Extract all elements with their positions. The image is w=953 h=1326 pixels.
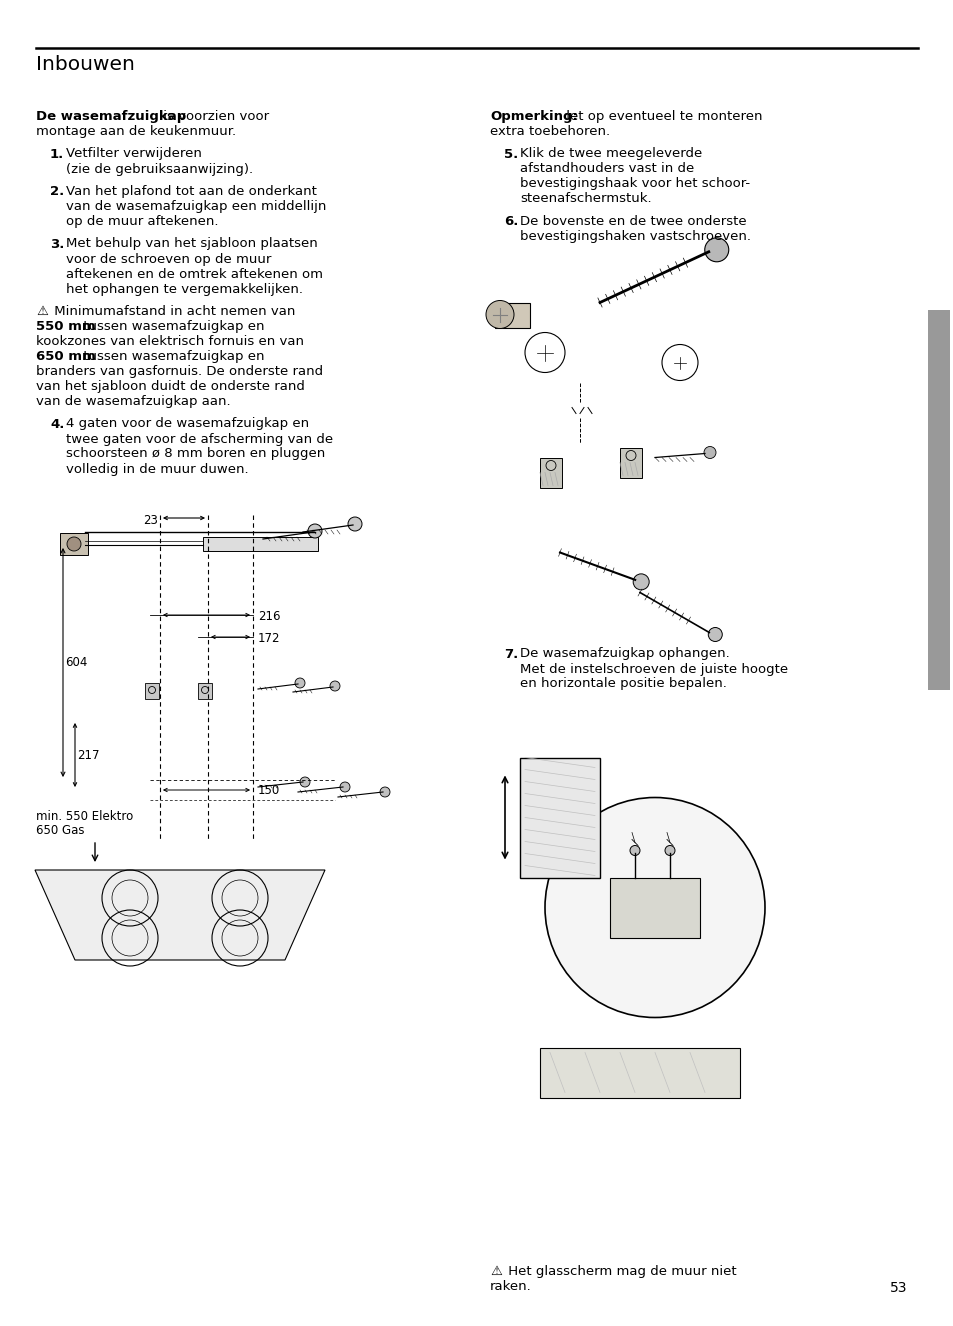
- Text: 4 gaten voor de wasemafzuigkap en: 4 gaten voor de wasemafzuigkap en: [66, 418, 309, 431]
- Circle shape: [524, 333, 564, 373]
- Text: aftekenen en de omtrek aftekenen om: aftekenen en de omtrek aftekenen om: [66, 268, 323, 281]
- Text: ⚠: ⚠: [36, 305, 48, 318]
- Text: bevestigingshaak voor het schoor-: bevestigingshaak voor het schoor-: [519, 178, 749, 191]
- Text: branders van gasfornuis. De onderste rand: branders van gasfornuis. De onderste ran…: [36, 365, 323, 378]
- Bar: [60, 533, 88, 556]
- Text: 172: 172: [257, 633, 280, 644]
- Text: (zie de gebruiksaanwijzing).: (zie de gebruiksaanwijzing).: [66, 163, 253, 175]
- Bar: [495, 302, 530, 328]
- Text: afstandhouders vast in de: afstandhouders vast in de: [519, 163, 694, 175]
- Text: De bovenste en de twee onderste: De bovenste en de twee onderste: [519, 215, 746, 228]
- Text: en horizontale positie bepalen.: en horizontale positie bepalen.: [519, 678, 726, 691]
- Circle shape: [67, 537, 81, 552]
- Polygon shape: [35, 870, 325, 960]
- Text: raken.: raken.: [490, 1280, 531, 1293]
- Text: Vetfilter verwijderen: Vetfilter verwijderen: [66, 147, 202, 160]
- Bar: [145, 683, 159, 699]
- Text: is voorzien voor: is voorzien voor: [159, 110, 269, 123]
- Circle shape: [379, 788, 390, 797]
- Circle shape: [707, 627, 721, 642]
- Text: twee gaten voor de afscherming van de: twee gaten voor de afscherming van de: [66, 432, 333, 446]
- Text: 604: 604: [65, 656, 88, 670]
- Text: Opmerking:: Opmerking:: [490, 110, 578, 123]
- Text: van de wasemafzuigkap aan.: van de wasemafzuigkap aan.: [36, 395, 231, 408]
- Text: 150: 150: [257, 784, 280, 797]
- Text: tussen wasemafzuigkap en: tussen wasemafzuigkap en: [79, 320, 264, 333]
- Text: Met behulp van het sjabloon plaatsen: Met behulp van het sjabloon plaatsen: [66, 237, 317, 251]
- Text: op de muur aftekenen.: op de muur aftekenen.: [66, 215, 218, 228]
- Text: De wasemafzuigkap ophangen.: De wasemafzuigkap ophangen.: [519, 647, 729, 660]
- Text: voor de schroeven op de muur: voor de schroeven op de muur: [66, 252, 271, 265]
- Circle shape: [330, 682, 339, 691]
- Text: kookzones van elektrisch fornuis en van: kookzones van elektrisch fornuis en van: [36, 335, 304, 347]
- Text: De wasemafzuigkap: De wasemafzuigkap: [36, 110, 186, 123]
- Bar: [539, 457, 561, 488]
- Text: van het sjabloon duidt de onderste rand: van het sjabloon duidt de onderste rand: [36, 381, 305, 392]
- Circle shape: [308, 524, 322, 538]
- Bar: [203, 537, 317, 552]
- Text: steenafschermstuk.: steenafschermstuk.: [519, 192, 651, 206]
- Circle shape: [544, 797, 764, 1017]
- Text: 4.: 4.: [50, 418, 64, 431]
- Text: schoorsteen ø 8 mm boren en pluggen: schoorsteen ø 8 mm boren en pluggen: [66, 447, 325, 460]
- Text: 2.: 2.: [50, 186, 64, 198]
- Text: Klik de twee meegeleverde: Klik de twee meegeleverde: [519, 147, 701, 160]
- Text: 217: 217: [77, 749, 99, 762]
- Text: montage aan de keukenmuur.: montage aan de keukenmuur.: [36, 125, 236, 138]
- Text: 5.: 5.: [503, 147, 517, 160]
- Bar: [609, 878, 700, 937]
- Text: min. 550 Elektro: min. 550 Elektro: [36, 810, 133, 823]
- Circle shape: [299, 777, 310, 788]
- Circle shape: [633, 574, 648, 590]
- Circle shape: [629, 846, 639, 855]
- Bar: [198, 683, 212, 699]
- Text: Minimumafstand in acht nemen van: Minimumafstand in acht nemen van: [50, 305, 295, 318]
- Circle shape: [294, 678, 305, 688]
- Text: 650 Gas: 650 Gas: [36, 823, 85, 837]
- Text: tussen wasemafzuigkap en: tussen wasemafzuigkap en: [79, 350, 264, 363]
- Text: volledig in de muur duwen.: volledig in de muur duwen.: [66, 463, 249, 476]
- Text: het ophangen te vergemakkelijken.: het ophangen te vergemakkelijken.: [66, 282, 303, 296]
- Text: Met de instelschroeven de juiste hoogte: Met de instelschroeven de juiste hoogte: [519, 663, 787, 675]
- Text: Het glasscherm mag de muur niet: Het glasscherm mag de muur niet: [503, 1265, 736, 1278]
- Text: extra toebehoren.: extra toebehoren.: [490, 125, 610, 138]
- Circle shape: [485, 301, 514, 329]
- Text: 650 mm: 650 mm: [36, 350, 95, 363]
- Text: van de wasemafzuigkap een middellijn: van de wasemafzuigkap een middellijn: [66, 200, 326, 213]
- Text: 6.: 6.: [503, 215, 517, 228]
- Circle shape: [339, 782, 350, 792]
- Circle shape: [703, 447, 716, 459]
- Text: Inbouwen: Inbouwen: [36, 54, 134, 74]
- Text: 3.: 3.: [50, 237, 64, 251]
- Bar: [619, 447, 641, 477]
- Text: 216: 216: [257, 610, 280, 623]
- Text: bevestigingshaken vastschroeven.: bevestigingshaken vastschroeven.: [519, 229, 750, 243]
- Text: 53: 53: [889, 1281, 906, 1296]
- Text: 550 mm: 550 mm: [36, 320, 95, 333]
- Circle shape: [664, 846, 675, 855]
- Circle shape: [348, 517, 361, 530]
- Text: ⚠: ⚠: [490, 1265, 501, 1278]
- Text: 7.: 7.: [503, 647, 517, 660]
- Bar: [539, 1048, 740, 1098]
- Text: 23: 23: [143, 514, 158, 526]
- Circle shape: [661, 345, 698, 381]
- Text: Van het plafond tot aan de onderkant: Van het plafond tot aan de onderkant: [66, 186, 316, 198]
- Circle shape: [704, 237, 728, 261]
- Text: 1.: 1.: [50, 147, 64, 160]
- Bar: [519, 757, 599, 878]
- Bar: [927, 310, 949, 690]
- Text: let op eventueel te monteren: let op eventueel te monteren: [561, 110, 761, 123]
